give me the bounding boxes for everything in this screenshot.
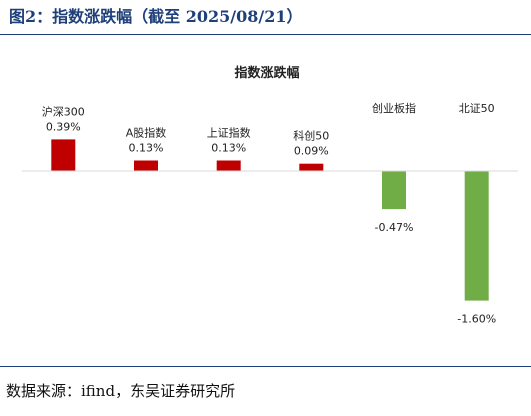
- bars-layer: [51, 139, 489, 301]
- figure-header: 图2：指数涨跌幅（截至 2025/08/21）: [0, 0, 531, 34]
- category-label-北证50: 北证50: [459, 102, 495, 115]
- figure-title: 图2：指数涨跌幅（截至 2025/08/21）: [9, 7, 303, 26]
- bar-北证50: [464, 171, 489, 301]
- bar-chart: 指数涨跌幅 0.39% 沪深300 0.13% A股指数 0.13% 上证指数 0.09% 科…: [0, 34, 531, 366]
- bar-科创50: [299, 163, 324, 171]
- value-label-创业板指: -0.47%: [375, 221, 414, 234]
- bar-上证指数: [216, 160, 241, 171]
- bar-创业板指: [382, 171, 406, 210]
- bar-沪深300: [51, 139, 76, 171]
- value-label-北证50: -1.60%: [457, 313, 496, 326]
- category-label-a股指数: A股指数: [126, 126, 167, 140]
- category-label-科创50: 科创50: [293, 129, 329, 143]
- chart-title: 指数涨跌幅: [234, 65, 299, 81]
- category-label-创业板指: 创业板指: [372, 101, 416, 115]
- value-label-上证指数: 0.13%: [211, 142, 246, 155]
- top-rule: [0, 34, 531, 35]
- labels-layer: 0.39% 沪深300 0.13% A股指数 0.13% 上证指数 0.09% 科创50 创业板…: [42, 101, 496, 326]
- bottom-rule: [0, 366, 531, 367]
- source-note: 数据来源：ifind，东吴证券研究所: [6, 382, 236, 400]
- value-label-沪深300: 0.39%: [46, 120, 81, 133]
- value-label-科创50: 0.09%: [294, 145, 329, 158]
- category-label-沪深300: 沪深300: [42, 104, 85, 118]
- category-label-上证指数: 上证指数: [207, 126, 251, 140]
- bar-a股指数: [134, 160, 158, 171]
- chart-svg: 指数涨跌幅 0.39% 沪深300 0.13% A股指数 0.13% 上证指数 0.09% 科…: [22, 65, 518, 326]
- value-label-a股指数: 0.13%: [129, 142, 164, 155]
